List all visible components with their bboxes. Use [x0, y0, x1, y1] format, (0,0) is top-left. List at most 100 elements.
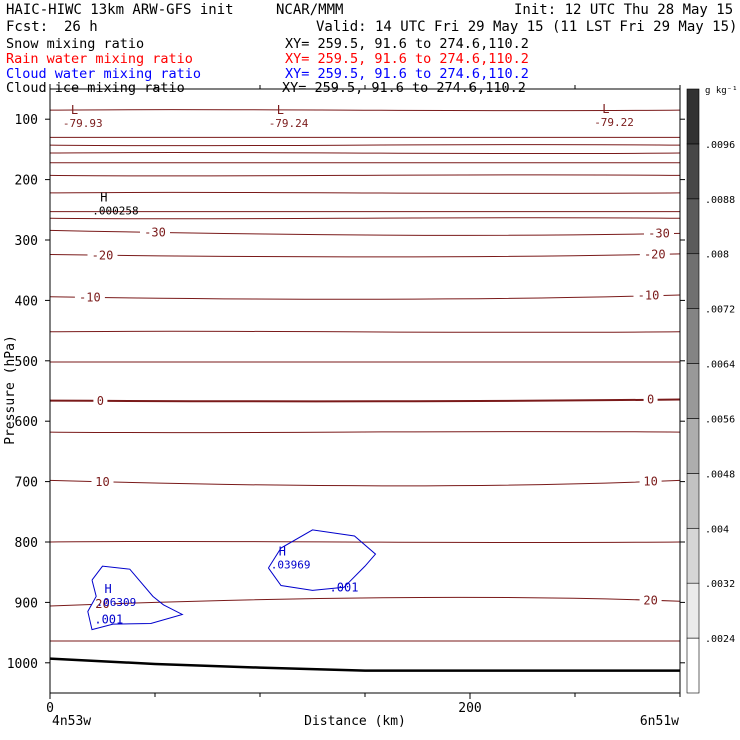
extremum-value: .03969 [271, 559, 311, 572]
field-xy-rain: XY= 259.5, 91.6 to 274.6,110.2 [285, 51, 529, 67]
extremum-value: .06309 [97, 596, 137, 609]
isotherm-label-bg [91, 475, 114, 489]
colorbar-swatch [686, 418, 700, 474]
isotherm-label-bg [87, 248, 118, 262]
colorbar-tick-label: .0088 [705, 195, 735, 206]
x-tick-label: 200 [458, 701, 481, 716]
y-tick-label: 600 [15, 415, 38, 430]
y-axis-label: Pressure (hPa) [3, 335, 18, 445]
isotherm-label-bg [74, 290, 105, 304]
colorbar-swatch [686, 88, 700, 145]
isotherm-label-bg [140, 225, 170, 239]
isotherm-labeled-line [49, 479, 681, 487]
forecast-hours: 26 h [64, 19, 98, 35]
isotherm-label: -20 [644, 247, 666, 261]
end-point-label: 6n51w [640, 714, 679, 729]
extremum-marker: H [105, 582, 112, 596]
isotherm-label: -10 [638, 289, 660, 303]
colorbar-swatch [686, 637, 700, 694]
field-xy-cloud-ice: XY= 259.5, 91.6 to 274.6,110.2 [282, 80, 526, 96]
colorbar-swatch [686, 143, 700, 200]
field-name-cloud-ice: Cloud ice mixing ratio [6, 80, 185, 96]
field-xy-snow: XY= 259.5, 91.6 to 274.6,110.2 [285, 36, 529, 52]
isotherm-line [49, 191, 681, 194]
start-point-label: 4n53w [52, 714, 91, 729]
colorbar-unit: g kg⁻¹ [705, 86, 738, 96]
y-tick-label: 100 [15, 113, 38, 128]
isotherm-label: 20 [95, 597, 109, 611]
colorbar-tick-label: .0096 [705, 140, 735, 151]
colorbar-tick-label: .004 [705, 524, 729, 535]
isotherm-label: 20 [643, 593, 657, 607]
y-tick-label: 800 [15, 536, 38, 551]
extremum-marker: L [277, 103, 284, 117]
x-axis-label: Distance (km) [304, 714, 406, 729]
isotherm-label: -20 [92, 248, 114, 262]
isotherm-label: 0 [647, 393, 654, 407]
extremum-marker: L [71, 103, 78, 117]
colorbar-swatch [686, 253, 700, 309]
isotherm-label-bg [644, 226, 674, 240]
colorbar-tick-label: .0024 [705, 634, 735, 645]
isotherm-line [49, 144, 681, 147]
isotherm-label: -30 [648, 227, 670, 241]
extremum-marker: H [100, 191, 107, 205]
isotherm-line [49, 151, 681, 155]
colorbar-swatch [686, 527, 700, 584]
isotherm-label: 10 [95, 475, 109, 489]
y-tick-label: 200 [15, 174, 38, 189]
y-tick-label: 300 [15, 234, 38, 249]
colorbar-swatch [686, 308, 700, 364]
colorbar-swatch [686, 198, 700, 255]
isotherm-label: -30 [144, 226, 166, 240]
y-tick-label: 400 [15, 294, 38, 309]
isotherm-line [49, 217, 681, 220]
isotherm-label-bg [93, 393, 108, 407]
isotherm-label-bg [633, 288, 664, 302]
isotherm-label-bg [639, 593, 662, 607]
isotherm-label-bg [639, 247, 670, 261]
y-tick-label: 900 [15, 596, 38, 611]
init-time: Init: 12 UTC Thu 28 May 15 [514, 2, 734, 18]
org-label: NCAR/MMM [276, 2, 344, 18]
isotherm-label-bg [91, 596, 114, 610]
isotherm-label: 10 [643, 474, 657, 488]
colorbar-tick-label: .0032 [705, 579, 735, 590]
isotherm-label: -10 [79, 290, 101, 304]
field-xy-cloud-water: XY= 259.5, 91.6 to 274.6,110.2 [285, 66, 529, 82]
terrain-line [49, 657, 680, 672]
colorbar-swatch [686, 363, 700, 419]
isotherm-label-bg [643, 392, 658, 406]
extremum-value: -79.93 [63, 117, 103, 130]
isotherm-labeled-line [49, 596, 681, 607]
x-tick-label: 0 [46, 701, 54, 716]
field-name-rain: Rain water mixing ratio [6, 51, 193, 67]
field-name-snow: Snow mixing ratio [6, 36, 145, 52]
extremum-marker: L [602, 102, 609, 116]
colorbar-tick-label: .008 [705, 250, 729, 261]
isotherm-labeled-line [49, 398, 681, 403]
isotherm-line [49, 330, 681, 333]
isotherm-line [49, 109, 681, 112]
isotherm-labeled-line [49, 294, 681, 300]
cloud-water-label: .001 [94, 612, 123, 626]
cloud-water-label: .001 [330, 580, 359, 594]
extremum-value: -79.22 [594, 116, 634, 129]
extremum-marker: H [279, 545, 286, 559]
model-title: HAIC-HIWC 13km ARW-GFS init [6, 2, 234, 18]
extremum-value: .000258 [92, 205, 138, 218]
isotherm-line [49, 430, 681, 434]
cloud-water-contour [87, 565, 184, 631]
isotherm-labeled-line [49, 253, 681, 258]
colorbar-tick-label: .0064 [705, 360, 735, 371]
field-name-cloud-water: Cloud water mixing ratio [6, 66, 202, 82]
isotherm-line [49, 174, 681, 177]
colorbar-tick-label: .0056 [705, 414, 735, 425]
y-tick-label: 700 [15, 476, 38, 491]
isotherm-label-bg [639, 474, 662, 488]
forecast-label: Fcst: [6, 19, 49, 35]
colorbar-tick-label: .0048 [705, 469, 735, 480]
isotherm-line [49, 540, 681, 544]
y-tick-label: 500 [15, 355, 38, 370]
